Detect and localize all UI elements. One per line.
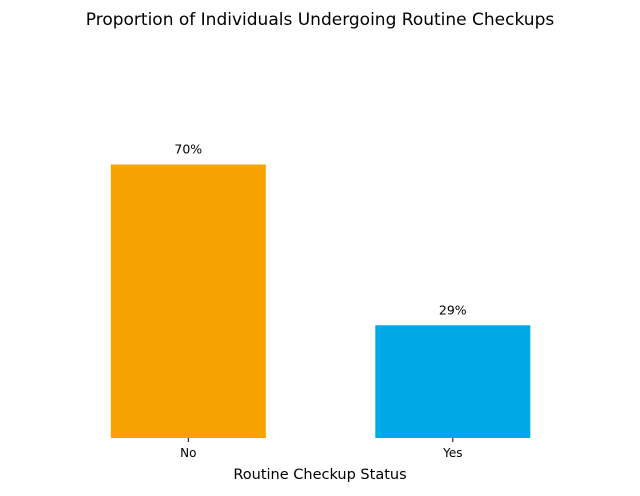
x-tick-label-no: No <box>180 446 196 460</box>
bars-group <box>110 164 531 438</box>
bar-no <box>110 164 266 438</box>
data-labels-group: 70% 29% <box>174 142 466 318</box>
data-label-no: 70% <box>174 142 202 157</box>
data-label-yes: 29% <box>439 302 467 317</box>
chart-title: Proportion of Individuals Undergoing Rou… <box>86 10 555 30</box>
x-ticks-group: No Yes <box>180 438 462 460</box>
x-tick-label-yes: Yes <box>442 446 462 460</box>
bar-yes <box>375 325 531 438</box>
x-axis-label: Routine Checkup Status <box>233 467 406 483</box>
